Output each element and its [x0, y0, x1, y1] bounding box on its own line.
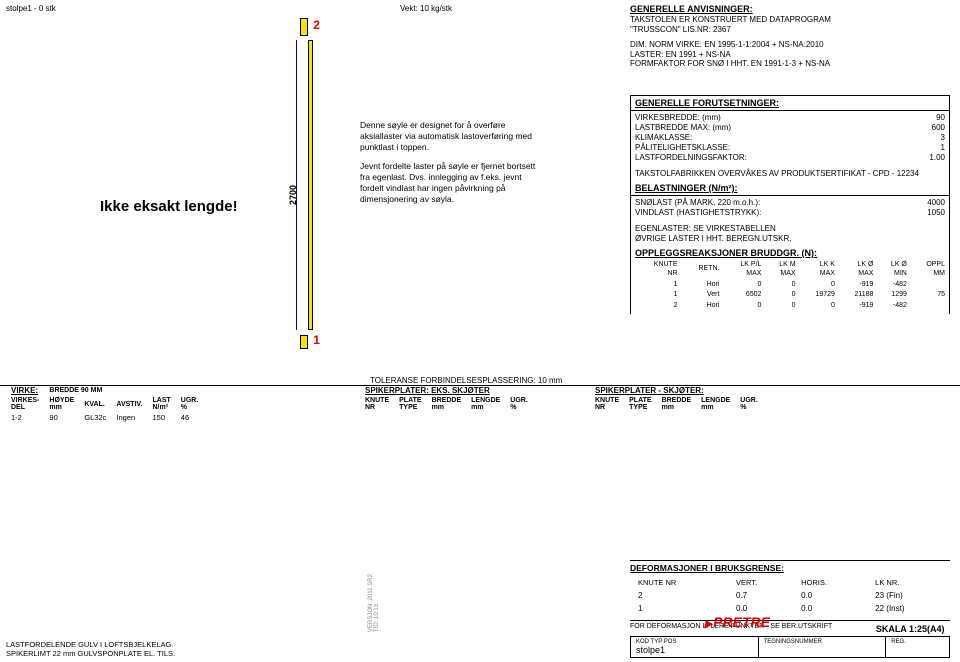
footer-line: LASTFORDELENDE GULV I LOFTSBJELKELAG. — [6, 640, 175, 649]
general-instructions-box: GENERELLE ANVISNINGER: TAKSTOLEN ER KONS… — [630, 4, 950, 69]
opplegg-title: OPPLEGGSREAKSJONER BRUDDGR. (N): — [631, 246, 949, 260]
anvis-line: "TRUSSCON" LIS.NR: 2367 — [630, 25, 950, 35]
tolerance-note: TOLERANSE FORBINDELSESPLASSERING: 10 mm — [370, 376, 562, 385]
footer-line: SPIKERLIMT 22 mm GULVSPONPLATE EL. TILS. — [6, 649, 175, 658]
deform-table: KNUTE NRVERT.HORIS.LK NR.20.70.023 (Fin)… — [630, 575, 950, 616]
desc-p1: Denne søyle er designet for å overføre a… — [360, 120, 540, 153]
node-number-1: 1 — [313, 333, 320, 347]
foruts-body: VIRKESBREDDE: (mm)90LASTBREDDE MAX: (mm)… — [631, 111, 949, 181]
header-weight: Vekt: 10 kg/stk — [400, 4, 452, 13]
title-block: SKALA 1:25(A4) KOD TYP POS stolpe1 TEGNI… — [630, 622, 950, 658]
anvis-title: GENERELLE ANVISNINGER: — [630, 4, 950, 14]
drawing-name: stolpe1 — [636, 645, 753, 655]
teg-label: TEGNINGSNUMMER — [764, 639, 881, 645]
node-marker-1: 1 — [300, 333, 320, 349]
column-drawing — [308, 40, 313, 330]
footer-notes: LASTFORDELENDE GULV I LOFTSBJELKELAG. SP… — [6, 640, 175, 658]
virke-block: VIRKE:BREDDE 90 MMVIRKES- DELHØYDE mmKVA… — [6, 385, 203, 423]
column-top-symbol — [300, 18, 308, 36]
anvis-line: LASTER: EN 1991 + NS-NA — [630, 50, 950, 60]
opplegg-table: KNUTE NRRETN.LK P/L MAXLK M MAXLK K MAXL… — [633, 260, 947, 312]
spiker-joint-block: SPIKERPLATER - SKJØTER:KNUTE NRPLATE TYP… — [590, 385, 763, 412]
inexact-length-note: Ikke eksakt lengde! — [100, 198, 238, 215]
node-marker-2: 2 — [300, 18, 320, 36]
deform-title: DEFORMASJONER I BRUKSGRENSE: — [630, 561, 950, 575]
anvis-line: TAKSTOLEN ER KONSTRUERT MED DATAPROGRAM — [630, 15, 950, 25]
spiker-ext-block: SPIKERPLATER: EKS. SKJØTERKNUTE NRPLATE … — [360, 385, 533, 412]
column-element — [308, 40, 313, 330]
virke-table: VIRKE:BREDDE 90 MMVIRKES- DELHØYDE mmKVA… — [6, 385, 203, 423]
description-text: Denne søyle er designet for å overføre a… — [360, 120, 540, 205]
reg-label: REG. — [891, 639, 944, 645]
column-bot-symbol — [300, 335, 308, 349]
desc-p2: Jevnt fordelte laster på søyle er fjerne… — [360, 161, 540, 205]
foruts-title: GENERELLE FORUTSETNINGER: — [631, 96, 949, 111]
anvis-line: FORMFAKTOR FOR SNØ I HHT. EN 1991-1-3 + … — [630, 59, 950, 69]
node-number-2: 2 — [313, 18, 320, 32]
assumptions-box: GENERELLE FORUTSETNINGER: VIRKESBREDDE: … — [630, 95, 950, 314]
spiker-ext-table: SPIKERPLATER: EKS. SKJØTERKNUTE NRPLATE … — [360, 385, 533, 412]
dimension-height: 2700 — [288, 185, 298, 205]
anvis-line: DIM. NORM VIRKE: EN 1995-1-1:2004 + NS-N… — [630, 40, 950, 50]
version-text: VERSJON: 2011 SR2 TID: 10:13 — [368, 574, 380, 632]
belast-body: SNØLAST (PÅ MARK, 220 m.o.h.):4000VINDLA… — [631, 196, 949, 246]
scale-label: SKALA 1:25(A4) — [631, 622, 950, 637]
belast-title: BELASTNINGER (N/m²): — [631, 181, 949, 196]
spiker-joint-table: SPIKERPLATER - SKJØTER:KNUTE NRPLATE TYP… — [590, 385, 763, 412]
deformations-block: DEFORMASJONER I BRUKSGRENSE: KNUTE NRVER… — [630, 560, 950, 630]
header-left: stolpe1 - 0 stk — [6, 4, 56, 13]
